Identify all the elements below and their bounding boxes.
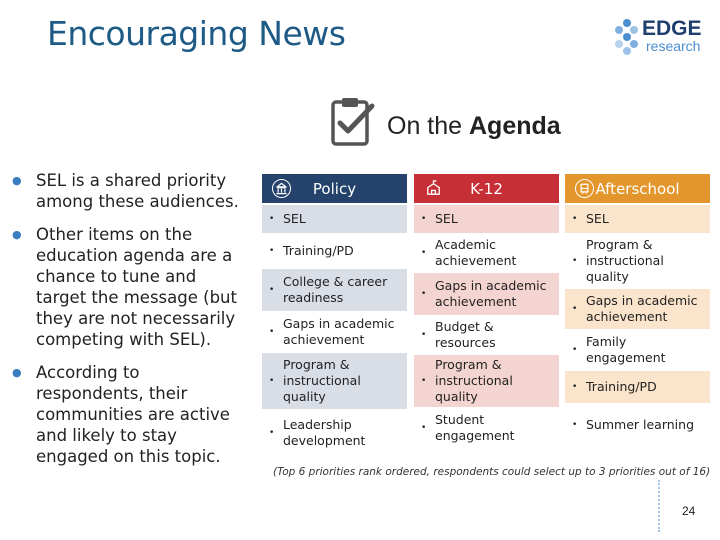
edge-research-logo: EDGE research xyxy=(612,16,712,58)
list-item: • Leadership development xyxy=(262,409,407,457)
logo-sub: research xyxy=(646,38,701,54)
agenda-heading: On the Agenda xyxy=(387,112,561,141)
afterschool-header: Afterschool xyxy=(565,174,710,203)
bullet-text: According to respondents, their communit… xyxy=(36,363,230,466)
k12-column: K-12 • SEL • Academic achievement • Gaps in… xyxy=(414,174,559,449)
bullet-item: ● Other items on the education agenda are… xyxy=(12,224,250,350)
list-item: • Family engagement xyxy=(565,329,710,371)
list-item: • Student engagement xyxy=(414,407,559,449)
bullet-dot-icon: ● xyxy=(12,228,22,241)
divider xyxy=(658,480,660,532)
item-text: Training/PD xyxy=(283,243,354,258)
item-text: Budget & resources xyxy=(435,319,496,350)
item-text: Academic achievement xyxy=(435,237,517,268)
school-icon xyxy=(427,180,440,195)
item-text: Training/PD xyxy=(586,379,657,394)
bus-icon xyxy=(575,179,594,198)
item-text: Leadership development xyxy=(283,417,366,448)
agenda-prefix: On the xyxy=(387,112,469,140)
item-text: Program & instructional quality xyxy=(283,357,361,404)
footnote: (Top 6 priorities rank ordered, responde… xyxy=(273,466,711,478)
list-item: • Program & instructional quality xyxy=(262,353,407,409)
bullet-text: Other items on the education agenda are … xyxy=(36,225,237,349)
list-item: • Gaps in academic achievement xyxy=(565,289,710,329)
logo-brand: EDGE xyxy=(642,17,702,40)
item-text: Summer learning xyxy=(586,417,695,432)
bullet-item: ● SEL is a shared priority among these au… xyxy=(12,170,250,212)
list-item: • Gaps in academic achievement xyxy=(262,311,407,353)
list-item: • SEL xyxy=(262,205,407,233)
agenda-emphasis: Agenda xyxy=(469,112,561,140)
column-title: K-12 xyxy=(470,179,503,198)
item-text: SEL xyxy=(435,211,458,226)
page-number: 24 xyxy=(682,504,696,518)
afterschool-column: Afterschool • SEL • Program & instructiona… xyxy=(565,174,710,447)
list-item: • Program & instructional quality xyxy=(414,355,559,407)
item-text: Gaps in academic achievement xyxy=(586,293,698,324)
capitol-icon xyxy=(272,179,291,198)
bullet-text: SEL is a shared priority among these aud… xyxy=(36,171,239,211)
list-item: • Summer learning xyxy=(565,403,710,447)
item-text: Student engagement xyxy=(435,412,515,443)
list-item: • Gaps in academic achievement xyxy=(414,273,559,315)
item-text: SEL xyxy=(586,211,609,226)
item-text: College & career readiness xyxy=(283,274,388,305)
bullet-item: ● According to respondents, their communi… xyxy=(12,362,250,467)
list-item: • Academic achievement xyxy=(414,233,559,273)
item-text: Gaps in academic achievement xyxy=(283,316,395,347)
list-item: • SEL xyxy=(565,205,710,233)
bullet-list: ● SEL is a shared priority among these au… xyxy=(12,170,250,479)
item-text: Family engagement xyxy=(586,334,666,365)
logo-mark-icon xyxy=(615,19,638,55)
list-item: • Training/PD xyxy=(262,233,407,269)
column-title: Afterschool xyxy=(595,179,680,198)
bullet-dot-icon: ● xyxy=(12,174,22,187)
list-item: • Budget & resources xyxy=(414,315,559,355)
list-item: • SEL xyxy=(414,205,559,233)
policy-header: Policy xyxy=(262,174,407,203)
list-item: • College & career readiness xyxy=(262,269,407,311)
page-title: Encouraging News xyxy=(47,14,346,53)
clipboard-check-icon xyxy=(331,98,375,146)
item-text: Gaps in academic achievement xyxy=(435,278,547,309)
item-text: Program & instructional quality xyxy=(435,357,513,404)
column-title: Policy xyxy=(312,179,357,198)
list-item: • Training/PD xyxy=(565,371,710,403)
bullet-dot-icon: ● xyxy=(12,366,22,379)
item-text: Program & instructional quality xyxy=(586,237,664,284)
policy-column: Policy • SEL • Training/PD • College & care… xyxy=(262,174,407,457)
k12-header: K-12 xyxy=(414,174,559,203)
item-text: SEL xyxy=(283,211,306,226)
list-item: • Program & instructional quality xyxy=(565,233,710,289)
